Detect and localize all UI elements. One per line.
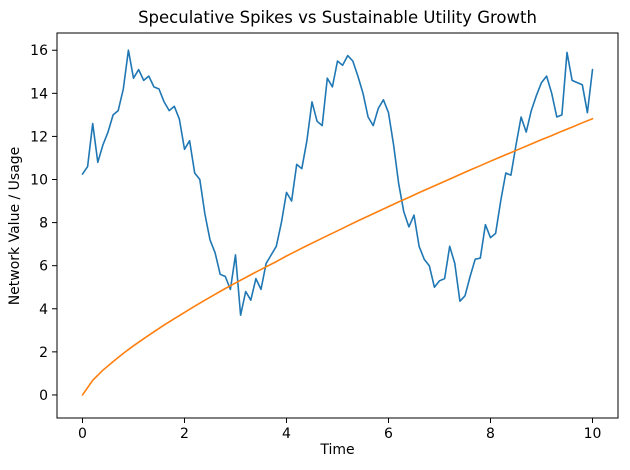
x-axis-label: Time xyxy=(320,442,355,458)
y-tick-label: 14 xyxy=(30,86,48,102)
x-tick-label: 0 xyxy=(78,426,87,442)
speculative-spikes-line xyxy=(81,49,594,317)
x-tick-label: 10 xyxy=(584,426,602,442)
x-tick-label: 2 xyxy=(180,426,189,442)
axes-layer: 0 2 4 6 8 10 0 2 4 6 8 10 12 14 16 xyxy=(30,32,619,442)
y-tick-label: 2 xyxy=(39,345,48,361)
y-tick-label: 12 xyxy=(30,129,48,145)
x-tick-label: 6 xyxy=(384,426,393,442)
y-tick-label: 10 xyxy=(30,173,48,189)
y-tick-label: 16 xyxy=(30,43,48,59)
chart-title: Speculative Spikes vs Sustainable Utilit… xyxy=(138,8,537,27)
axes-spines xyxy=(56,32,619,419)
y-tick-label: 8 xyxy=(39,216,48,232)
y-tick-label: 6 xyxy=(39,259,48,275)
x-tick-label: 8 xyxy=(486,426,495,442)
series-layer xyxy=(81,49,594,396)
y-tick-label: 4 xyxy=(39,302,48,318)
y-tick-label: 0 xyxy=(39,388,48,404)
sustainable-utility-growth-line xyxy=(81,117,594,396)
x-tick-label: 4 xyxy=(282,426,291,442)
